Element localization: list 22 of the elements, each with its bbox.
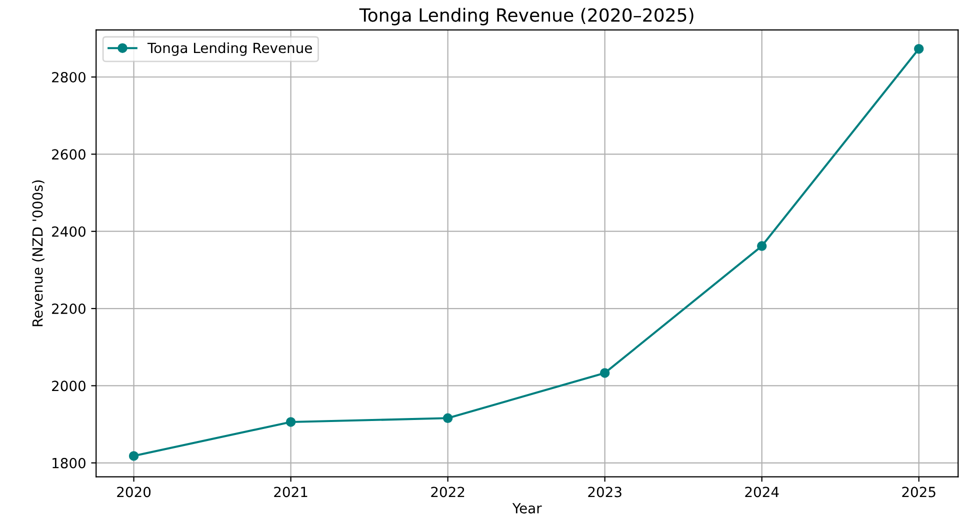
- y-tick-label: 2400: [52, 226, 86, 237]
- x-tick-label: 2024: [745, 486, 779, 498]
- y-axis-title: Revenue (NZD '000s): [32, 180, 44, 326]
- x-axis-title: Year: [512, 503, 542, 514]
- point: [600, 368, 610, 378]
- legend-label: Tonga Lending Revenue: [147, 42, 312, 56]
- y-tick-label: 2600: [52, 149, 86, 160]
- y-tick-label: 2000: [52, 380, 86, 392]
- y-tick-label: 2200: [52, 304, 86, 314]
- point: [286, 417, 296, 427]
- point: [914, 44, 924, 54]
- x-tick-label: 2020: [117, 486, 151, 498]
- x-tick-label: 2021: [274, 486, 308, 498]
- point: [442, 413, 453, 423]
- point: [128, 451, 139, 461]
- x-tick-label: 2022: [431, 486, 464, 498]
- x-tick-label: 2025: [902, 486, 936, 498]
- y-tick-label: 1800: [52, 458, 86, 468]
- x-tick-label: 2023: [588, 486, 622, 498]
- point: [756, 241, 767, 251]
- chart-title: Tonga Lending Revenue (2020–2025): [359, 8, 694, 26]
- y-tick-label: 2800: [52, 72, 86, 82]
